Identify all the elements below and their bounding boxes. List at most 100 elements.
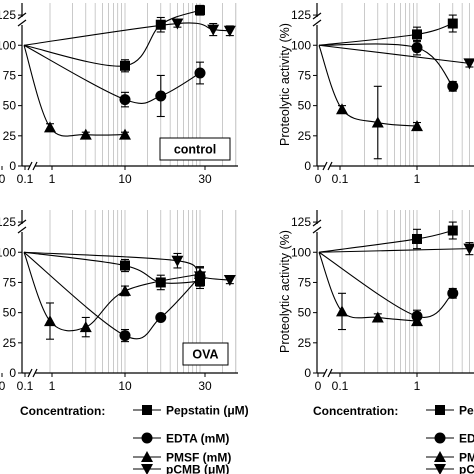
data-point-circle xyxy=(447,287,459,299)
y-tick-label: 0 xyxy=(9,366,16,380)
y-axis-label: Proteolytic activity (%) xyxy=(278,230,292,353)
y-tick-label: 125 xyxy=(0,8,16,22)
data-point-triangle-down xyxy=(463,58,474,70)
data-point-triangle-down xyxy=(223,25,236,37)
axis-break-mark xyxy=(327,368,333,378)
axis-break-mark xyxy=(312,219,322,227)
data-point-triangle-up xyxy=(336,305,348,317)
legend-title: Concentration: xyxy=(313,404,398,418)
data-point-square xyxy=(155,277,166,288)
y-tick-label: 0 xyxy=(304,159,311,173)
axis-break-mark xyxy=(17,12,27,20)
axis-break-mark xyxy=(322,161,328,171)
data-point-circle xyxy=(447,80,459,92)
series-line-triangle-down xyxy=(318,44,470,64)
panel-top-right-axes xyxy=(312,3,474,171)
y-tick-label: 75 xyxy=(298,275,312,289)
data-point-circle xyxy=(155,90,167,102)
axis-break-mark xyxy=(327,161,333,171)
legend-marker-square xyxy=(142,405,152,415)
panel-label-box xyxy=(159,137,231,161)
legend-marker-square xyxy=(435,405,445,415)
series-line-triangle-down xyxy=(23,251,230,281)
data-point-square xyxy=(120,260,130,271)
y-tick-label: 50 xyxy=(298,306,312,320)
series-line-square xyxy=(318,22,453,46)
x-tick-label: 10 xyxy=(118,172,132,186)
axis-break-mark xyxy=(312,226,322,234)
data-point-triangle-down xyxy=(171,18,184,30)
data-point-triangle-up xyxy=(119,284,131,296)
y-tick-label: 25 xyxy=(3,336,17,350)
panel-bottom-right-grid xyxy=(341,210,470,373)
data-point-triangle-down xyxy=(171,255,184,267)
legend-marker-circle xyxy=(434,432,446,444)
y-tick-label: 50 xyxy=(298,99,312,113)
series-line-triangle-down xyxy=(318,248,470,253)
legend-marker-triangle-down xyxy=(434,464,446,474)
x-tick-label: 0 xyxy=(0,172,6,186)
panel-top-left-axes xyxy=(17,3,238,171)
series-line-triangle-up xyxy=(23,45,126,137)
series-line-triangle-down xyxy=(23,22,230,46)
data-point-square xyxy=(195,5,205,16)
data-point-triangle-up xyxy=(371,311,384,323)
y-tick-label: 100 xyxy=(0,245,16,259)
x-tick-label: 1 xyxy=(49,379,56,393)
axis-break-mark xyxy=(17,19,27,27)
x-tick-label: 0.1 xyxy=(332,379,349,393)
legend-right: Concentration: Peps EDTA PMSFpCMB xyxy=(313,404,474,474)
panel-bottom-left-data xyxy=(23,251,236,343)
data-point-triangle-up xyxy=(44,315,56,327)
data-point-circle xyxy=(119,94,131,106)
y-tick-label: 0 xyxy=(304,366,311,380)
panel-top-right: 125 100 75 50 25 0 Proteolytic activity (%) 0 0.… xyxy=(278,3,474,186)
legend-label: EDTA (mM) xyxy=(166,432,229,446)
axis-break-mark xyxy=(27,368,33,378)
y-tick-label: 100 xyxy=(291,38,311,52)
data-point-triangle-down xyxy=(463,243,474,255)
data-point-triangle-down xyxy=(223,275,236,287)
x-tick-label: 0 xyxy=(315,172,322,186)
axis-break-mark xyxy=(322,368,328,378)
y-tick-label: 125 xyxy=(291,8,311,22)
panel-bottom-right-data xyxy=(318,221,474,331)
legend-label: pCMB (μM) xyxy=(166,463,229,474)
x-tick-label: 0.1 xyxy=(17,172,34,186)
legend-marker-triangle-down xyxy=(141,464,153,474)
axis-break-mark xyxy=(312,19,322,27)
panel-bottom-left-axes xyxy=(17,210,238,378)
series-line-square xyxy=(23,251,201,284)
panel-bottom-right: 125 100 75 50 25 0 Proteolytic activity (%) 0 0.… xyxy=(278,210,474,393)
x-tick-label: 0 xyxy=(315,379,322,393)
panel-label-box xyxy=(182,342,229,366)
x-tick-label: 1 xyxy=(414,379,421,393)
y-tick-label: 75 xyxy=(3,68,17,82)
y-tick-label: 0 xyxy=(9,159,16,173)
data-point-triangle-up xyxy=(371,116,384,128)
axis-break-mark xyxy=(17,226,27,234)
y-tick-label: 50 xyxy=(3,306,17,320)
data-point-square xyxy=(447,18,458,29)
data-point-square xyxy=(412,233,422,244)
legend-marker-circle xyxy=(141,432,153,444)
y-tick-label: 100 xyxy=(291,245,311,259)
y-tick-label: 25 xyxy=(298,129,312,143)
data-point-triangle-up xyxy=(44,121,56,133)
x-tick-label: 30 xyxy=(198,379,212,393)
y-tick-label: 100 xyxy=(0,38,16,52)
x-tick-label: 1 xyxy=(49,172,56,186)
y-tick-label: 125 xyxy=(0,215,16,229)
series-line-circle xyxy=(23,44,201,104)
y-tick-label: 75 xyxy=(3,275,17,289)
legend-label: PMSF (mM) xyxy=(166,451,231,465)
data-point-triangle-up xyxy=(119,128,131,140)
data-point-triangle-up xyxy=(411,315,423,327)
data-point-square xyxy=(447,225,458,236)
axis-break-mark xyxy=(312,12,322,20)
series-line-circle xyxy=(318,43,454,87)
x-tick-label: 0 xyxy=(0,379,6,393)
data-point-square xyxy=(120,60,130,71)
